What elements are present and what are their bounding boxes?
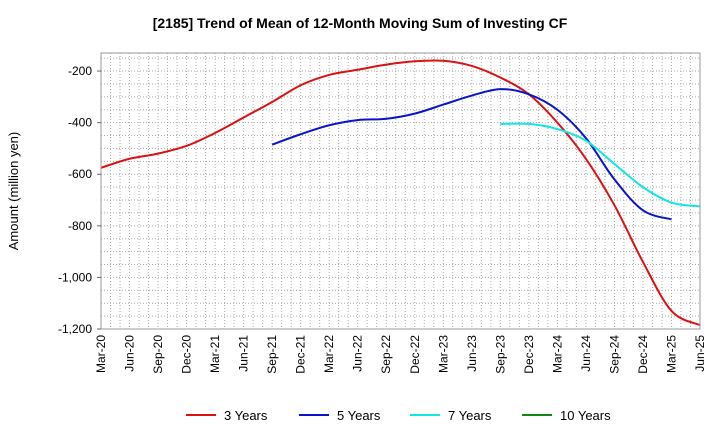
x-tick-label: Jun-21 — [237, 335, 251, 372]
y-tick-label: -200 — [68, 64, 92, 78]
legend: 3 Years 5 Years 7 Years 10 Years — [186, 408, 611, 423]
x-tick-label: Dec-22 — [408, 335, 422, 374]
x-tick-label: Mar-25 — [664, 335, 678, 373]
x-tick-label: Jun-22 — [351, 335, 365, 372]
chart-title: [2185] Trend of Mean of 12-Month Moving … — [153, 15, 568, 31]
series-lines — [100, 59, 701, 327]
legend-label-10-years: 10 Years — [560, 408, 611, 423]
x-tick-label: Jun-25 — [693, 335, 707, 372]
x-tick-label: Sep-24 — [607, 335, 621, 374]
legend-label-7-years: 7 Years — [448, 408, 492, 423]
y-tick-label: -1,200 — [58, 322, 92, 336]
x-tick-label: Mar-20 — [94, 335, 108, 373]
series-line-7-years — [500, 122, 701, 208]
legend-label-3-years: 3 Years — [224, 408, 268, 423]
x-tick-label: Dec-23 — [522, 335, 536, 374]
x-tick-label: Sep-22 — [379, 335, 393, 374]
series-line-3-years — [100, 59, 701, 327]
x-tick-label: Sep-23 — [493, 335, 507, 374]
x-tick-label: Sep-21 — [265, 335, 279, 374]
x-tick-label: Dec-24 — [636, 335, 650, 374]
y-axis-label: Amount (million yen) — [6, 132, 21, 251]
y-tick-label: -600 — [68, 167, 92, 181]
y-tick-label: -1,000 — [58, 270, 92, 284]
x-tick-label: Mar-22 — [322, 335, 336, 373]
x-tick-labels: Mar-20 Jun-20 Sep-20 Dec-20 Mar-21 Jun-21 Sep-… — [94, 335, 707, 374]
y-tick-label: -400 — [68, 116, 92, 130]
x-tick-label: Sep-20 — [151, 335, 165, 374]
series-line-5-years — [271, 88, 672, 221]
grid — [101, 53, 700, 329]
x-tick-label: Mar-23 — [436, 335, 450, 373]
x-tick-label: Mar-21 — [208, 335, 222, 373]
y-tick-labels: -200 -400 -600 -800 -1,000 -1,200 — [58, 64, 101, 336]
x-tick-label: Dec-20 — [180, 335, 194, 374]
y-tick-label: -800 — [68, 219, 92, 233]
legend-label-5-years: 5 Years — [337, 408, 381, 423]
plot-frame — [100, 52, 701, 330]
x-tick-label: Jun-24 — [579, 335, 593, 372]
x-tick-label: Dec-21 — [294, 335, 308, 374]
x-tick-label: Mar-24 — [550, 335, 564, 373]
x-tick-label: Jun-23 — [465, 335, 479, 372]
x-tick-label: Jun-20 — [123, 335, 137, 372]
